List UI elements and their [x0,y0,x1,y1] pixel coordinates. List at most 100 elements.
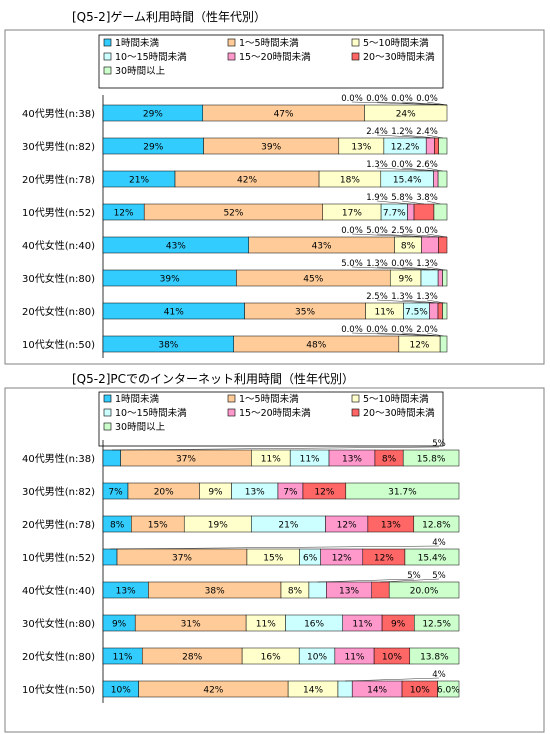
data-label: 15% [263,554,283,564]
data-label: 13.8% [420,653,449,663]
callout-label: 5.0% [341,259,363,269]
category-label: 20代男性(n:78) [22,173,95,186]
category-label: 40代女性(n:40) [22,239,95,252]
data-label: 13% [339,587,359,597]
data-label: 7% [108,488,123,498]
category-label: 40代男性(n:38) [22,452,95,465]
data-label: 11% [374,308,394,318]
data-label: 13% [342,455,362,465]
data-label: 20% [154,488,174,498]
data-label: 10% [410,686,430,696]
bar-segment [409,647,460,665]
legend-label: 10～15時間未満 [115,407,187,419]
callout-leader [376,266,441,271]
data-label: 12% [337,521,357,531]
data-label: 37% [176,455,196,465]
callout-label: 4% [432,670,446,680]
data-label: 7.5% [405,308,428,318]
callout-leader [345,677,440,682]
bar-segment [442,302,448,320]
category-label: 20代女性(n:80) [22,305,95,318]
callout-label: 5.8% [391,193,413,203]
bar-segment [102,548,118,566]
callout-leader [110,545,440,550]
bar-segment [402,449,460,467]
callout-leader [426,200,441,205]
bar-segment [438,236,448,254]
legend-label: 20～30時間未満 [363,51,435,63]
callout-leader [351,233,422,238]
callout-label: 0.0% [341,226,363,236]
bar-segment [407,203,415,221]
callout-label: 1.3% [366,160,388,170]
callout-leader [376,332,441,337]
callout-leader [426,332,444,337]
data-label: 13% [351,143,371,153]
legend-swatch [103,38,112,47]
legend-label: 1時間未満 [115,37,160,49]
bar-segment [371,581,390,599]
legend-label: 1～5時間未満 [239,37,299,49]
callout-label: 2.4% [416,127,438,137]
data-label: 35% [295,308,315,318]
bar-segment [404,548,460,566]
callout-leader [376,233,431,238]
callout-label: 2.0% [416,325,438,335]
category-label: 10代女性(n:50) [22,683,95,696]
data-label: 12.8% [422,521,451,531]
callout-leader [376,167,436,172]
data-label: 20.0% [410,587,439,597]
callout-label: 0.0% [391,325,413,335]
data-label: 21% [129,176,149,186]
data-label: 12.2% [391,143,420,153]
data-label: 10% [382,653,402,663]
data-label: 12.5% [422,620,451,630]
data-label: 21% [278,521,298,531]
callout-leader [401,266,443,271]
data-label: 9% [208,488,223,498]
callout-label: 1.2% [391,127,413,137]
callout-leader [401,134,437,139]
data-label: 6.0% [437,686,460,696]
data-label: 12% [374,554,394,564]
chart-title-game: [Q5-2]ゲーム利用時間（性年代別） [72,10,266,24]
callout-label: 4% [432,538,446,548]
legend-label: 20～30時間未満 [363,407,435,419]
callout-label: 2.4% [366,127,388,137]
data-label: 11% [300,455,320,465]
callout-label: 5% [432,439,446,449]
bar-segment [413,203,435,221]
data-label: 9% [398,275,413,285]
category-label: 10代女性(n:50) [22,338,95,351]
callout-label: 0.0% [366,94,388,104]
category-label: 30代女性(n:80) [22,272,95,285]
data-label: 17% [342,209,362,219]
data-label: 24% [396,110,416,120]
legend-label: 1～5時間未満 [239,393,299,405]
callout-leader [111,446,440,451]
legend-swatch [103,394,112,403]
data-label: 52% [223,209,243,219]
data-label: 10% [307,653,327,663]
legend-label: 30時間以上 [115,422,166,433]
callout-label: 1.9% [366,193,388,203]
legend-swatch [227,52,236,61]
data-label: 31.7% [388,488,417,498]
data-label: 42% [237,176,257,186]
data-label: 13% [245,488,265,498]
callout-leader [401,233,443,238]
category-label: 40代女性(n:40) [22,584,95,597]
data-label: 48% [306,341,326,351]
data-label: 43% [312,242,332,252]
data-label: 45% [303,275,323,285]
callout-leader [426,299,445,304]
bar-segment [439,335,448,353]
callout-label: 0.0% [391,160,413,170]
chart-frame [4,387,545,733]
bar-segment [437,170,448,188]
callout-label: 1.3% [416,292,438,302]
callout-leader [426,134,443,139]
data-label: 38% [158,341,178,351]
bar-segment [437,269,443,287]
callout-label: 1.3% [391,292,413,302]
